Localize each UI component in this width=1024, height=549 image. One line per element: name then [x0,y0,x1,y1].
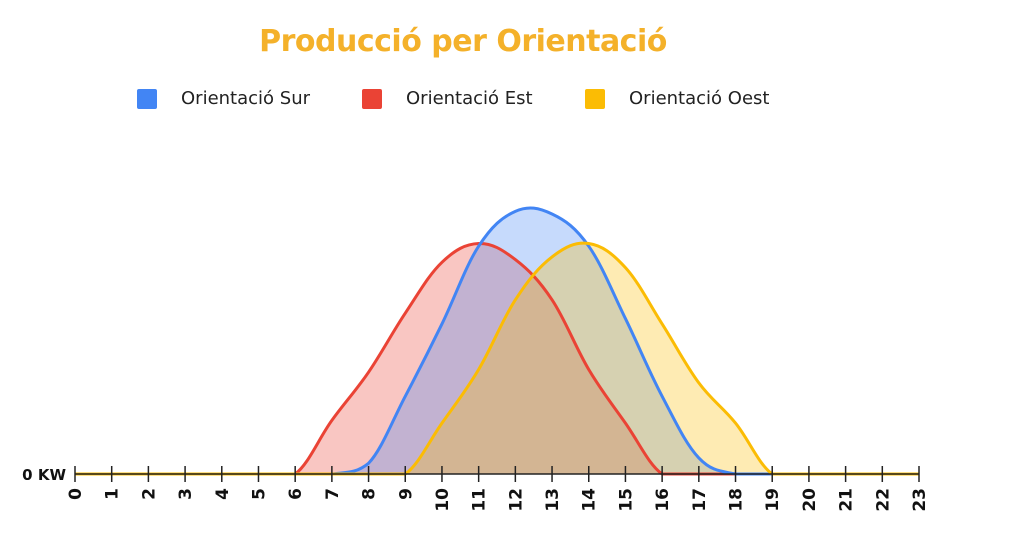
x-tick-label: 22 [873,488,893,512]
x-tick-label: 21 [837,488,857,512]
x-tick-label: 23 [910,488,930,512]
x-tick-label: 13 [543,488,563,512]
legend-item-est[interactable]: Orientació Est [362,88,533,109]
x-tick-label: 5 [249,488,269,500]
x-tick-label: 15 [616,488,636,512]
legend-item-sur[interactable]: Orientació Sur [137,88,310,109]
area-fill-0 [75,207,919,475]
x-tick-label: 0 [66,488,86,500]
y-tick-label: 0 KW [22,466,66,484]
legend-swatch [362,88,382,109]
legend-item-oest[interactable]: Orientació Oest [585,88,769,109]
x-tick-label: 7 [323,488,343,500]
x-tick-label: 8 [360,488,380,500]
area-fill-1 [75,243,919,474]
legend-label: Orientació Sur [181,88,311,109]
x-tick-label: 6 [286,488,306,500]
x-tick-label: 12 [506,488,526,512]
area-fill-2 [75,243,919,474]
x-tick-label: 4 [213,488,233,500]
x-tick-label: 10 [433,488,453,512]
legend-label: Orientació Est [406,88,533,109]
x-tick-label: 18 [727,488,747,512]
x-tick-label: 17 [690,488,710,512]
x-tick-label: 20 [800,488,820,512]
x-tick-label: 3 [176,488,196,500]
x-tick-label: 9 [396,488,416,500]
x-tick-label: 2 [139,488,159,500]
legend-label: Orientació Oest [629,88,770,109]
chart-title: Producció per Orientació [259,24,667,59]
x-tick-label: 16 [653,488,673,512]
x-tick-label: 1 [103,488,123,500]
legend-swatch [137,88,157,109]
x-tick-label: 11 [470,488,490,512]
x-tick-label: 14 [580,488,600,512]
x-tick-label: 19 [763,488,783,512]
legend-swatch [585,88,605,109]
